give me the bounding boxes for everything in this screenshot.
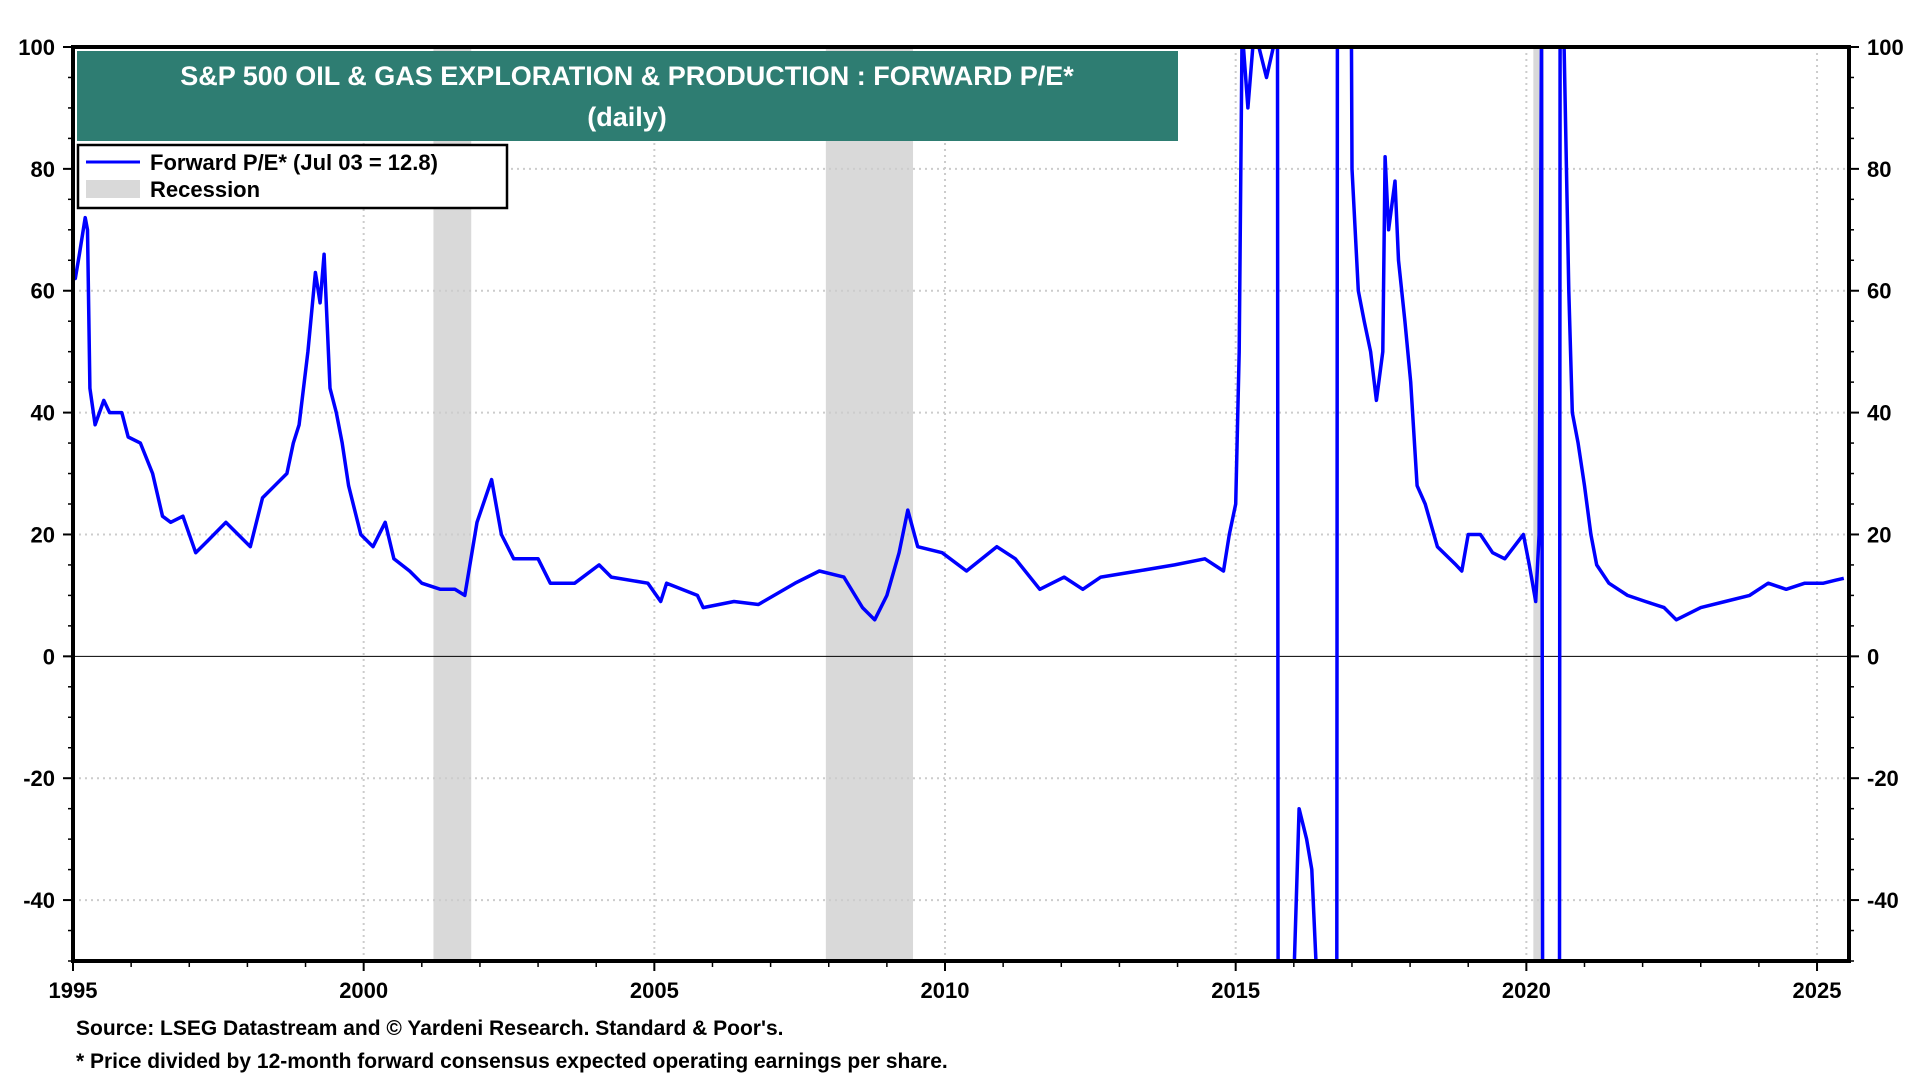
y-tick-label-right: 40 <box>1867 401 1891 426</box>
legend: Forward P/E* (Jul 03 = 12.8) Recession <box>76 143 509 210</box>
y-tick-label-left: 100 <box>18 35 55 60</box>
legend-swatch-recession <box>86 180 140 198</box>
footer-source: Source: LSEG Datastream and © Yardeni Re… <box>76 1017 783 1040</box>
x-tick-label: 2020 <box>1502 978 1551 1003</box>
y-tick-label-right: 60 <box>1867 279 1891 304</box>
series-line-forward-pe <box>73 47 1845 961</box>
y-tick-label-left: -20 <box>23 766 55 791</box>
y-tick-label-right: -40 <box>1867 888 1899 913</box>
title-box: S&P 500 OIL & GAS EXPLORATION & PRODUCTI… <box>77 51 1178 141</box>
x-tick-label: 1995 <box>49 978 98 1003</box>
y-tick-label-left: 60 <box>31 279 55 304</box>
x-tick-label: 2010 <box>921 978 970 1003</box>
y-tick-label-left: 40 <box>31 401 55 426</box>
recession-band <box>825 47 914 961</box>
x-tick-label: 2015 <box>1211 978 1260 1003</box>
y-tick-label-right: -20 <box>1867 766 1899 791</box>
x-tick-label: 2025 <box>1793 978 1842 1003</box>
x-tick-label: 2005 <box>630 978 679 1003</box>
legend-label-recession: Recession <box>150 177 260 202</box>
y-tick-label-left: -40 <box>23 888 55 913</box>
y-tick-label-right: 100 <box>1867 35 1904 60</box>
chart-title: S&P 500 OIL & GAS EXPLORATION & PRODUCTI… <box>180 61 1074 91</box>
y-tick-label-right: 0 <box>1867 644 1879 669</box>
series-layer <box>73 47 1845 961</box>
legend-label-series: Forward P/E* (Jul 03 = 12.8) <box>150 150 438 175</box>
x-tick-label: 2000 <box>339 978 388 1003</box>
y-tick-label-left: 80 <box>31 157 55 182</box>
gridlines <box>73 47 1849 961</box>
footer-note: * Price divided by 12-month forward cons… <box>76 1050 948 1073</box>
chart-subtitle: (daily) <box>587 102 667 132</box>
y-tick-label-left: 0 <box>43 644 55 669</box>
recession-bands <box>433 47 1544 961</box>
y-tick-label-right: 80 <box>1867 157 1891 182</box>
y-tick-label-left: 20 <box>31 522 55 547</box>
y-tick-label-right: 20 <box>1867 522 1891 547</box>
